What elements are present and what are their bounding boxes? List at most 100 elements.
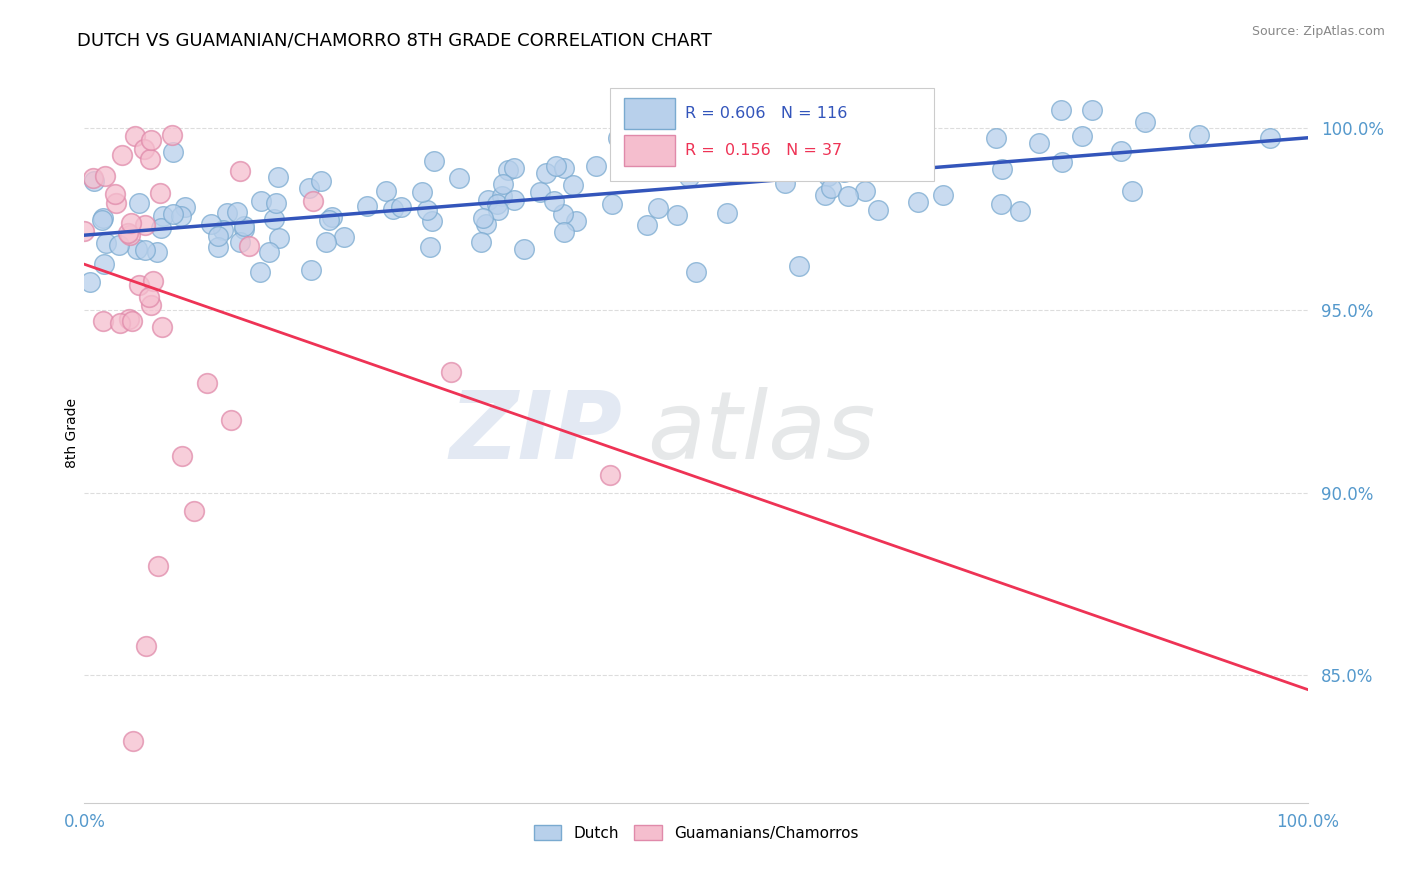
- Point: [141, 298, 163, 312]
- Point: [269, 231, 291, 245]
- Point: [122, 733, 145, 747]
- Point: [381, 202, 404, 217]
- Point: [91, 211, 114, 226]
- Point: [128, 277, 150, 292]
- Point: [551, 206, 574, 220]
- Legend: Dutch, Guamanians/Chamorros: Dutch, Guamanians/Chamorros: [526, 818, 866, 848]
- Point: [162, 206, 184, 220]
- Point: [502, 161, 524, 175]
- Point: [599, 467, 621, 482]
- Point: [870, 159, 893, 173]
- Point: [207, 228, 229, 243]
- Point: [195, 376, 218, 391]
- Point: [226, 205, 249, 219]
- Point: [249, 194, 271, 209]
- Point: [104, 196, 127, 211]
- Point: [91, 314, 114, 328]
- Point: [1050, 154, 1073, 169]
- Point: [440, 366, 463, 380]
- Point: [496, 162, 519, 177]
- Point: [238, 239, 260, 253]
- Point: [135, 639, 157, 653]
- Point: [170, 209, 193, 223]
- Text: atlas: atlas: [647, 387, 876, 478]
- Point: [299, 263, 322, 277]
- Point: [94, 169, 117, 183]
- Point: [477, 193, 499, 207]
- Point: [447, 171, 470, 186]
- Point: [104, 186, 127, 201]
- Point: [142, 274, 165, 288]
- Point: [90, 212, 112, 227]
- Point: [420, 214, 443, 228]
- Point: [986, 131, 1008, 145]
- Point: [1081, 103, 1104, 117]
- Point: [301, 194, 323, 208]
- Point: [1121, 184, 1143, 198]
- Point: [150, 320, 173, 334]
- Point: [853, 184, 876, 198]
- Point: [121, 314, 143, 328]
- Point: [1028, 136, 1050, 150]
- Point: [716, 206, 738, 220]
- Point: [553, 225, 575, 239]
- Point: [152, 209, 174, 223]
- Point: [471, 211, 494, 225]
- Y-axis label: 8th Grade: 8th Grade: [65, 398, 79, 467]
- Point: [219, 413, 242, 427]
- Point: [529, 186, 551, 200]
- Point: [470, 235, 492, 249]
- Point: [416, 202, 439, 217]
- Point: [162, 145, 184, 159]
- Point: [842, 121, 865, 136]
- Point: [93, 257, 115, 271]
- Text: DUTCH VS GUAMANIAN/CHAMORRO 8TH GRADE CORRELATION CHART: DUTCH VS GUAMANIAN/CHAMORRO 8TH GRADE CO…: [77, 31, 713, 49]
- Point: [172, 450, 194, 464]
- Point: [837, 188, 859, 202]
- Point: [111, 148, 134, 162]
- Point: [991, 162, 1014, 177]
- Point: [1109, 144, 1132, 158]
- Point: [333, 230, 356, 244]
- Point: [820, 180, 842, 194]
- Point: [565, 213, 588, 227]
- Point: [866, 202, 889, 217]
- Point: [553, 161, 575, 176]
- Point: [229, 235, 252, 250]
- Point: [318, 213, 340, 227]
- Point: [600, 197, 623, 211]
- Point: [990, 197, 1012, 211]
- FancyBboxPatch shape: [624, 135, 675, 166]
- Point: [543, 194, 565, 208]
- Point: [502, 194, 524, 208]
- Point: [249, 265, 271, 279]
- Point: [139, 133, 162, 147]
- Point: [309, 174, 332, 188]
- Point: [134, 243, 156, 257]
- Point: [389, 200, 412, 214]
- Point: [146, 558, 169, 573]
- Point: [315, 235, 337, 249]
- Text: R = 0.606   N = 116: R = 0.606 N = 116: [685, 106, 848, 121]
- Point: [419, 240, 441, 254]
- Point: [73, 224, 96, 238]
- Point: [411, 185, 433, 199]
- Point: [932, 187, 955, 202]
- Point: [211, 223, 233, 237]
- Point: [82, 171, 104, 186]
- Point: [200, 218, 222, 232]
- Point: [1008, 204, 1031, 219]
- Point: [263, 211, 285, 226]
- FancyBboxPatch shape: [610, 88, 935, 181]
- Point: [848, 129, 870, 144]
- Point: [267, 169, 290, 184]
- Point: [513, 242, 536, 256]
- Text: R =  0.156   N = 37: R = 0.156 N = 37: [685, 143, 842, 158]
- Point: [138, 289, 160, 303]
- Point: [901, 152, 924, 166]
- Point: [534, 166, 557, 180]
- Point: [814, 188, 837, 202]
- Point: [817, 169, 839, 184]
- Point: [606, 130, 628, 145]
- Point: [773, 176, 796, 190]
